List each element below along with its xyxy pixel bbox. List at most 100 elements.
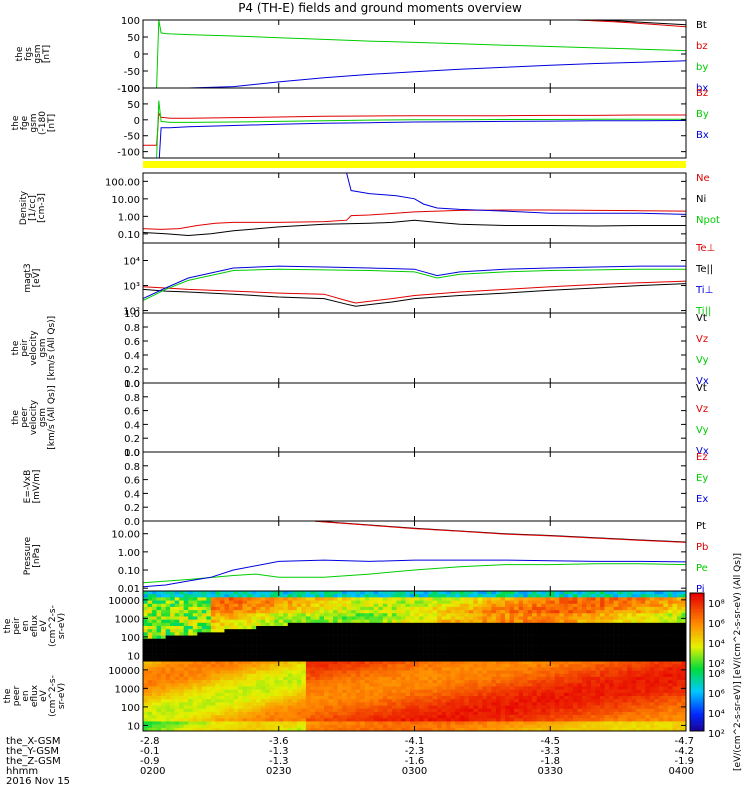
heatmap-cell: [505, 699, 510, 702]
heatmap-cell: [573, 594, 578, 597]
heatmap-cell: [369, 712, 374, 715]
heatmap-cell: [609, 594, 614, 597]
heatmap-cell: [464, 601, 469, 604]
heatmap-cell: [487, 610, 492, 613]
heatmap-cell: [464, 699, 469, 702]
heatmap-cell: [428, 680, 433, 683]
heatmap-cell: [396, 623, 401, 626]
heatmap-cell: [473, 655, 478, 658]
heatmap-cell: [433, 636, 438, 639]
heatmap-cell: [514, 712, 519, 715]
heatmap-cell: [378, 620, 383, 623]
heatmap-cell: [396, 702, 401, 705]
heatmap-cell: [338, 616, 343, 619]
heatmap-cell: [641, 613, 646, 616]
y-tick-label: 0.6: [124, 407, 140, 418]
heatmap-cell: [396, 648, 401, 651]
heatmap-cell: [555, 601, 560, 604]
heatmap-cell: [392, 715, 397, 718]
heatmap-cell: [229, 607, 234, 610]
heatmap-cell: [234, 712, 239, 715]
heatmap-cell: [220, 629, 225, 632]
heatmap-cell: [555, 706, 560, 709]
heatmap-cell: [329, 620, 334, 623]
heatmap-cell: [157, 626, 162, 629]
heatmap-cell: [464, 648, 469, 651]
heatmap-cell: [197, 693, 202, 696]
heatmap-cell: [424, 591, 429, 594]
heatmap-cell: [356, 591, 361, 594]
heatmap-cell: [270, 594, 275, 597]
legend-0: Te⊥: [695, 243, 715, 254]
heatmap-cell: [537, 642, 542, 645]
heatmap-cell: [532, 699, 537, 702]
heatmap-cell: [451, 629, 456, 632]
heatmap-cell: [215, 645, 220, 648]
heatmap-cell: [433, 601, 438, 604]
heatmap-cell: [315, 639, 320, 642]
heatmap-cell: [433, 712, 438, 715]
heatmap-cell: [387, 629, 392, 632]
heatmap-cell: [211, 709, 216, 712]
heatmap-cell: [148, 718, 153, 721]
heatmap-cell: [469, 677, 474, 680]
heatmap-cell: [184, 636, 189, 639]
heatmap-cell: [274, 639, 279, 642]
heatmap-cell: [419, 642, 424, 645]
heatmap-cell: [410, 607, 415, 610]
heatmap-cell: [292, 651, 297, 654]
heatmap-cell: [555, 721, 560, 724]
heatmap-cell: [261, 661, 266, 664]
heatmap-cell: [274, 616, 279, 619]
heatmap-cell: [329, 632, 334, 635]
heatmap-cell: [623, 620, 628, 623]
heatmap-cell: [220, 677, 225, 680]
heatmap-cell: [261, 721, 266, 724]
heatmap-cell: [555, 623, 560, 626]
heatmap-cell: [469, 664, 474, 667]
heatmap-cell: [342, 706, 347, 709]
heatmap-cell: [455, 671, 460, 674]
heatmap-cell: [437, 616, 442, 619]
heatmap-cell: [279, 591, 284, 594]
heatmap-cell: [541, 636, 546, 639]
heatmap-cell: [161, 709, 166, 712]
heatmap-cell: [333, 709, 338, 712]
heatmap-cell: [460, 693, 465, 696]
heatmap-cell: [500, 639, 505, 642]
heatmap-cell: [510, 709, 515, 712]
heatmap-cell: [446, 680, 451, 683]
heatmap-cell: [614, 623, 619, 626]
heatmap-cell: [546, 626, 551, 629]
heatmap-cell: [550, 648, 555, 651]
heatmap-cell: [333, 613, 338, 616]
heatmap-cell: [202, 607, 207, 610]
heatmap-cell: [419, 655, 424, 658]
heatmap-cell: [555, 594, 560, 597]
heatmap-cell: [396, 699, 401, 702]
heatmap-cell: [220, 712, 225, 715]
heatmap-cell: [243, 636, 248, 639]
heatmap-cell: [243, 620, 248, 623]
heatmap-cell: [356, 601, 361, 604]
heatmap-cell: [396, 610, 401, 613]
heatmap-cell: [188, 680, 193, 683]
heatmap-cell: [460, 699, 465, 702]
heatmap-cell: [310, 677, 315, 680]
heatmap-cell: [636, 626, 641, 629]
heatmap-cell: [333, 715, 338, 718]
heatmap-cell: [297, 610, 302, 613]
heatmap-cell: [338, 607, 343, 610]
heatmap-cell: [356, 661, 361, 664]
heatmap-cell: [347, 613, 352, 616]
heatmap-cell: [446, 702, 451, 705]
heatmap-cell: [405, 601, 410, 604]
heatmap-cell: [654, 648, 659, 651]
heatmap-cell: [374, 645, 379, 648]
heatmap-cell: [496, 661, 501, 664]
heatmap-cell: [306, 648, 311, 651]
heatmap-cell: [500, 597, 505, 600]
heatmap-cell: [274, 702, 279, 705]
heatmap-cell: [482, 613, 487, 616]
y-tick-label: 1.0: [124, 309, 140, 320]
